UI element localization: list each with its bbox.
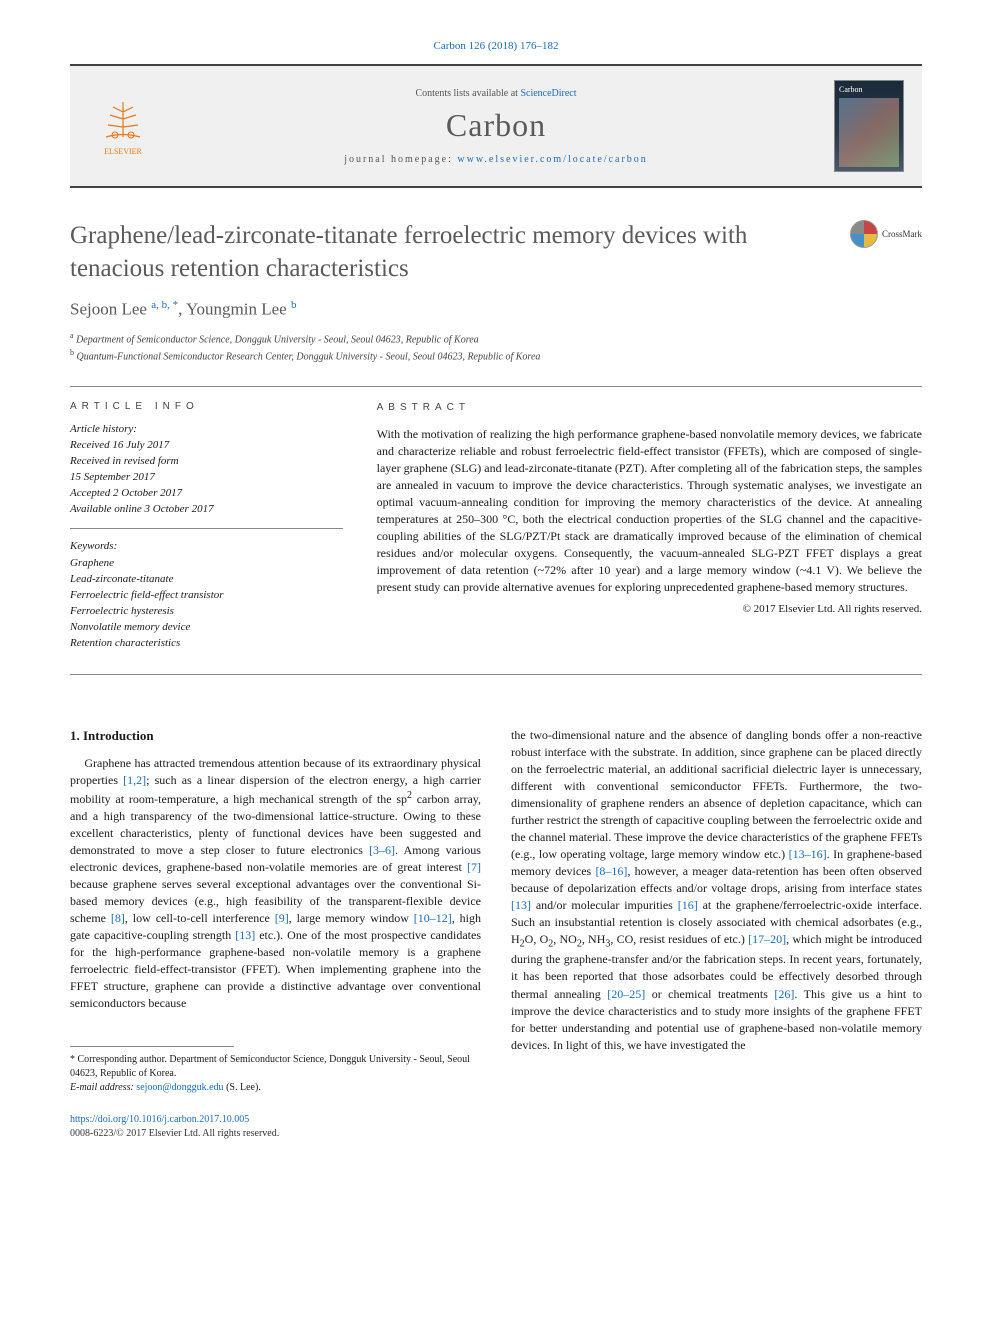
homepage-prefix: journal homepage:: [344, 154, 457, 165]
divider-top: [70, 386, 922, 387]
keyword: Lead-zirconate-titanate: [70, 572, 343, 588]
page-root: Carbon 126 (2018) 176–182 ELSEVIER Conte…: [0, 0, 992, 1191]
sciencedirect-link[interactable]: ScienceDirect: [520, 88, 576, 99]
crossmark-label: CrossMark: [882, 229, 922, 239]
footnote-email-suffix: (S. Lee).: [224, 1082, 261, 1093]
abstract-text: With the motivation of realizing the hig…: [377, 426, 922, 596]
citation-line[interactable]: Carbon 126 (2018) 176–182: [70, 40, 922, 52]
divider-bottom: [70, 674, 922, 675]
contents-prefix: Contents lists available at: [415, 88, 520, 99]
footnote-divider: [70, 1046, 234, 1047]
body-columns: 1. Introduction Graphene has attracted t…: [70, 727, 922, 1096]
journal-homepage: journal homepage: www.elsevier.com/locat…: [158, 154, 834, 165]
page-footer: https://doi.org/10.1016/j.carbon.2017.10…: [70, 1113, 922, 1141]
affiliation-a-text: Department of Semiconductor Science, Don…: [76, 334, 479, 345]
authors-line: Sejoon Lee a, b, *, Youngmin Lee b: [70, 299, 922, 320]
article-info-heading: ARTICLE INFO: [70, 401, 343, 412]
body-right-col: the two-dimensional nature and the absen…: [511, 727, 922, 1096]
history-label: Article history:: [70, 422, 343, 438]
history-received: Received 16 July 2017: [70, 438, 343, 454]
keywords-heading: Keywords:: [70, 539, 343, 555]
cover-image: [839, 98, 899, 167]
homepage-link[interactable]: www.elsevier.com/locate/carbon: [457, 154, 647, 165]
title-section: Graphene/lead-zirconate-titanate ferroel…: [70, 220, 922, 285]
crossmark-badge[interactable]: CrossMark: [850, 220, 922, 248]
keyword: Retention characteristics: [70, 636, 343, 652]
affiliation-b-text: Quantum-Functional Semiconductor Researc…: [77, 351, 541, 362]
footnote-email-label: E-mail address:: [70, 1082, 136, 1093]
keyword: Graphene: [70, 556, 343, 572]
journal-header: ELSEVIER Contents lists available at Sci…: [70, 64, 922, 188]
elsevier-logo[interactable]: ELSEVIER: [88, 86, 158, 166]
section-1-heading: 1. Introduction: [70, 727, 481, 745]
journal-cover-thumbnail[interactable]: Carbon: [834, 80, 904, 172]
author-2[interactable]: Youngmin Lee: [186, 300, 287, 319]
corresponding-footnote: * Corresponding author. Department of Se…: [70, 1053, 481, 1095]
body-left-para: Graphene has attracted tremendous attent…: [70, 755, 481, 1012]
abstract-heading: ABSTRACT: [377, 401, 922, 415]
header-center: Contents lists available at ScienceDirec…: [158, 88, 834, 165]
keyword: Ferroelectric hysteresis: [70, 604, 343, 620]
abstract-copyright: © 2017 Elsevier Ltd. All rights reserved…: [377, 602, 922, 618]
issn-line: 0008-6223/© 2017 Elsevier Ltd. All right…: [70, 1128, 279, 1139]
article-info-col: ARTICLE INFO Article history: Received 1…: [70, 401, 343, 651]
history-accepted: Accepted 2 October 2017: [70, 486, 343, 502]
affiliation-b: b Quantum-Functional Semiconductor Resea…: [70, 347, 922, 364]
history-revised-2: 15 September 2017: [70, 470, 343, 486]
article-history: Article history: Received 16 July 2017 R…: [70, 422, 343, 529]
info-abstract-row: ARTICLE INFO Article history: Received 1…: [70, 401, 922, 651]
author-1-affmark: a, b,: [151, 299, 172, 311]
abstract-col: ABSTRACT With the motivation of realizin…: [377, 401, 922, 651]
journal-name: Carbon: [158, 107, 834, 144]
footnote-email-line: E-mail address: sejoon@dongguk.edu (S. L…: [70, 1081, 481, 1095]
history-revised-1: Received in revised form: [70, 454, 343, 470]
keywords-block: Keywords: Graphene Lead-zirconate-titana…: [70, 539, 343, 652]
cover-title: Carbon: [839, 85, 899, 94]
affiliations: a Department of Semiconductor Science, D…: [70, 330, 922, 365]
elsevier-label: ELSEVIER: [104, 147, 142, 156]
elsevier-tree-icon: [98, 97, 148, 147]
footnote-corr: * Corresponding author. Department of Se…: [70, 1053, 481, 1081]
footnote-email[interactable]: sejoon@dongguk.edu: [136, 1082, 223, 1093]
author-2-affmark: b: [291, 299, 297, 311]
keyword: Nonvolatile memory device: [70, 620, 343, 636]
doi-link[interactable]: https://doi.org/10.1016/j.carbon.2017.10…: [70, 1114, 249, 1125]
contents-available: Contents lists available at ScienceDirec…: [158, 88, 834, 99]
journal-header-inner: ELSEVIER Contents lists available at Sci…: [70, 66, 922, 186]
article-title: Graphene/lead-zirconate-titanate ferroel…: [70, 220, 834, 285]
keyword: Ferroelectric field-effect transistor: [70, 588, 343, 604]
author-sep: ,: [178, 300, 186, 319]
author-1[interactable]: Sejoon Lee: [70, 300, 147, 319]
body-left-col: 1. Introduction Graphene has attracted t…: [70, 727, 481, 1096]
affiliation-a: a Department of Semiconductor Science, D…: [70, 330, 922, 347]
history-online: Available online 3 October 2017: [70, 502, 343, 518]
body-right-para: the two-dimensional nature and the absen…: [511, 727, 922, 1054]
crossmark-icon: [850, 220, 878, 248]
